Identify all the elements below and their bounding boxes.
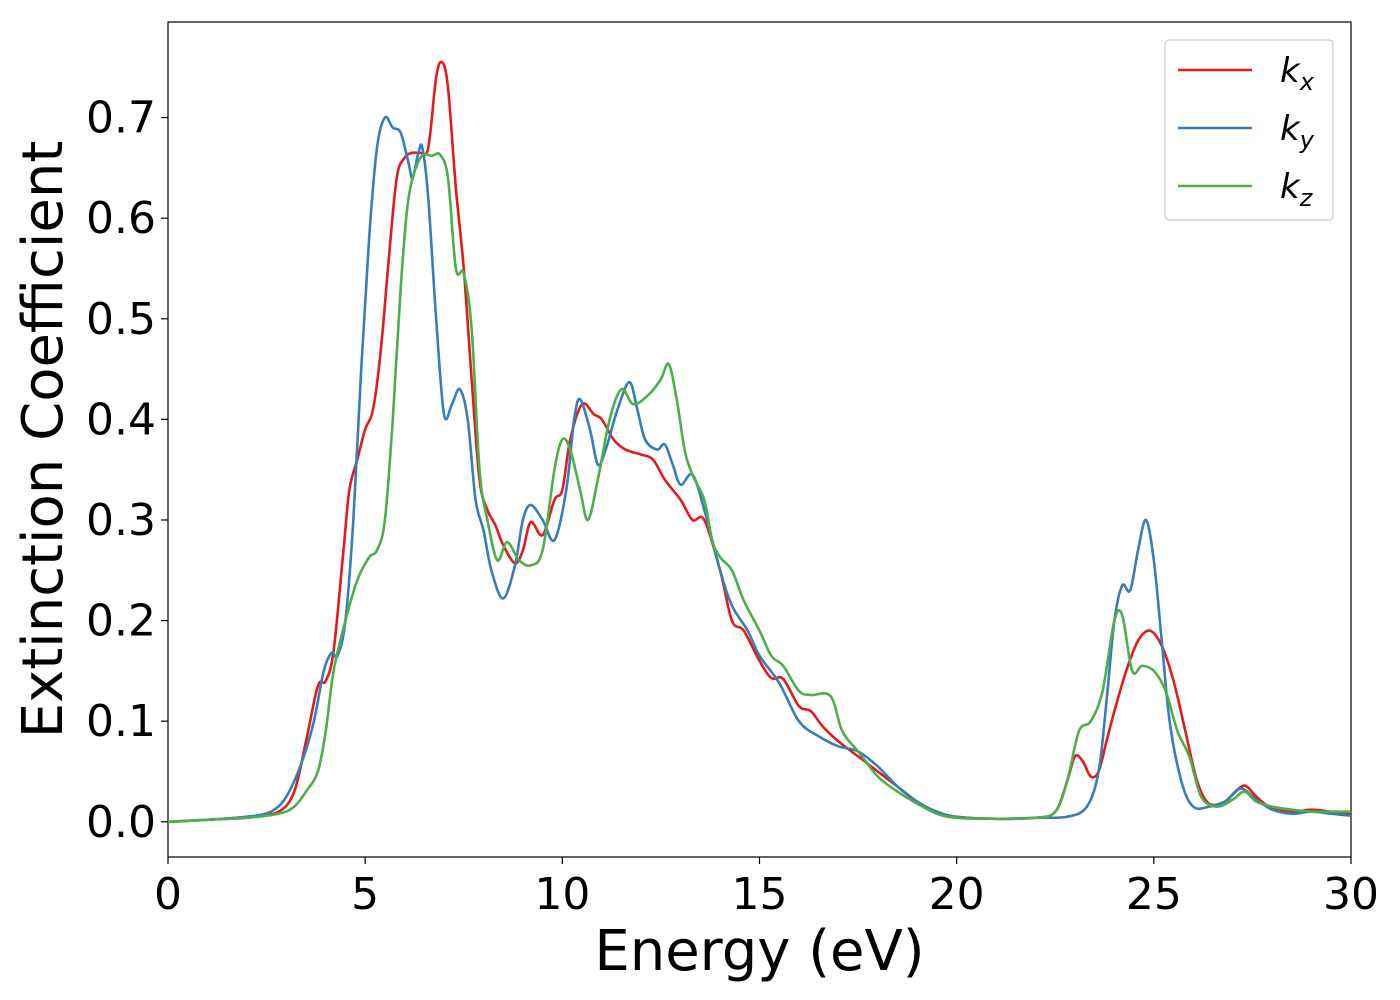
y-tick-label: 0.0 xyxy=(86,797,156,848)
x-tick-label: 20 xyxy=(929,869,985,920)
y-tick-label: 0.3 xyxy=(86,495,156,546)
y-tick-label: 0.7 xyxy=(86,93,156,144)
x-axis-title: Energy (eV) xyxy=(594,919,924,984)
legend-box xyxy=(1164,39,1334,221)
y-tick-label: 0.4 xyxy=(86,394,156,445)
y-axis-ticks: 0.0 0.1 0.2 0.3 0.4 0.5 0.6 0.7 xyxy=(86,93,168,848)
series-line-z xyxy=(167,152,1351,824)
x-axis-ticks: 0 5 10 15 20 25 30 xyxy=(154,857,1379,920)
series-lines xyxy=(167,60,1352,824)
x-tick-label: 15 xyxy=(732,869,788,920)
y-tick-label: 0.1 xyxy=(86,696,156,747)
series-line-x xyxy=(167,60,1352,824)
x-tick-label: 25 xyxy=(1126,869,1182,920)
y-axis-title: Extinction Coefficient xyxy=(11,141,76,739)
plot-area xyxy=(167,21,1352,858)
legend-label-y: ky xyxy=(1280,109,1315,154)
x-tick-label: 10 xyxy=(534,869,590,920)
series-line-y xyxy=(167,115,1352,824)
y-tick-label: 0.2 xyxy=(86,596,156,647)
x-tick-label: 0 xyxy=(154,869,182,920)
y-tick-label: 0.5 xyxy=(86,294,156,345)
x-tick-label: 30 xyxy=(1323,869,1379,920)
y-tick-label: 0.6 xyxy=(86,193,156,244)
x-tick-label: 5 xyxy=(351,869,379,920)
